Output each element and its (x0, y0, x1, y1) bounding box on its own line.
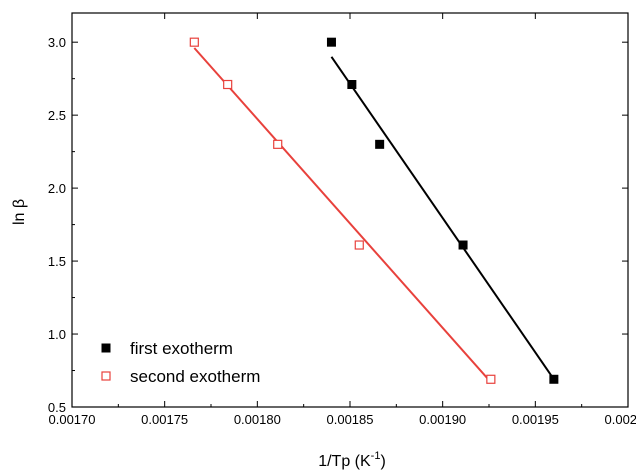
y-axis-label: ln β (11, 199, 28, 225)
x-tick-label: 0.00190 (419, 412, 466, 427)
y-tick-label: 0.5 (48, 400, 66, 415)
legend-label-series-2: second exotherm (130, 367, 260, 386)
y-tick-label: 1.0 (48, 327, 66, 342)
data-markers (190, 38, 558, 384)
x-axis-label-close: ) (380, 453, 385, 470)
data-point-second-exotherm (355, 241, 363, 249)
x-tick-label: 0.00175 (141, 412, 188, 427)
y-tick-label: 2.5 (48, 108, 66, 123)
fit-line-series-1 (331, 57, 553, 379)
y-tick-label: 1.5 (48, 254, 66, 269)
y-tick-label: 3.0 (48, 35, 66, 50)
x-tick-label: 0.00180 (234, 412, 281, 427)
legend-label-series-1: first exotherm (130, 339, 233, 358)
data-point-second-exotherm (190, 38, 198, 46)
x-axis-ticks: 0.00170 0.00175 0.00180 0.00185 0.00190 0.001… (49, 13, 636, 427)
x-axis-label: 1/Tp (K-1) (318, 450, 386, 470)
x-tick-label: 0.00200 (605, 412, 636, 427)
data-point-second-exotherm (224, 81, 232, 89)
y-tick-label: 2.0 (48, 181, 66, 196)
legend-marker-first-exotherm (102, 344, 111, 353)
data-point-second-exotherm (487, 375, 495, 383)
data-point-first-exotherm (375, 140, 384, 149)
fit-line-series-2 (194, 48, 491, 382)
x-tick-label: 0.00185 (327, 412, 374, 427)
data-point-second-exotherm (274, 140, 282, 148)
legend: first exotherm second exotherm (102, 339, 261, 386)
x-axis-label-superscript: -1 (371, 450, 381, 462)
x-tick-label: 0.00195 (512, 412, 559, 427)
data-point-first-exotherm (347, 80, 356, 89)
data-point-first-exotherm (459, 241, 468, 250)
data-point-first-exotherm (549, 375, 558, 384)
y-axis-ticks: 0.5 1.0 1.5 2.0 2.5 3.0 (48, 35, 628, 415)
fit-lines (194, 48, 554, 382)
legend-marker-second-exotherm (102, 372, 110, 380)
data-point-first-exotherm (327, 38, 336, 47)
x-axis-label-main: 1/Tp (K (318, 453, 371, 470)
